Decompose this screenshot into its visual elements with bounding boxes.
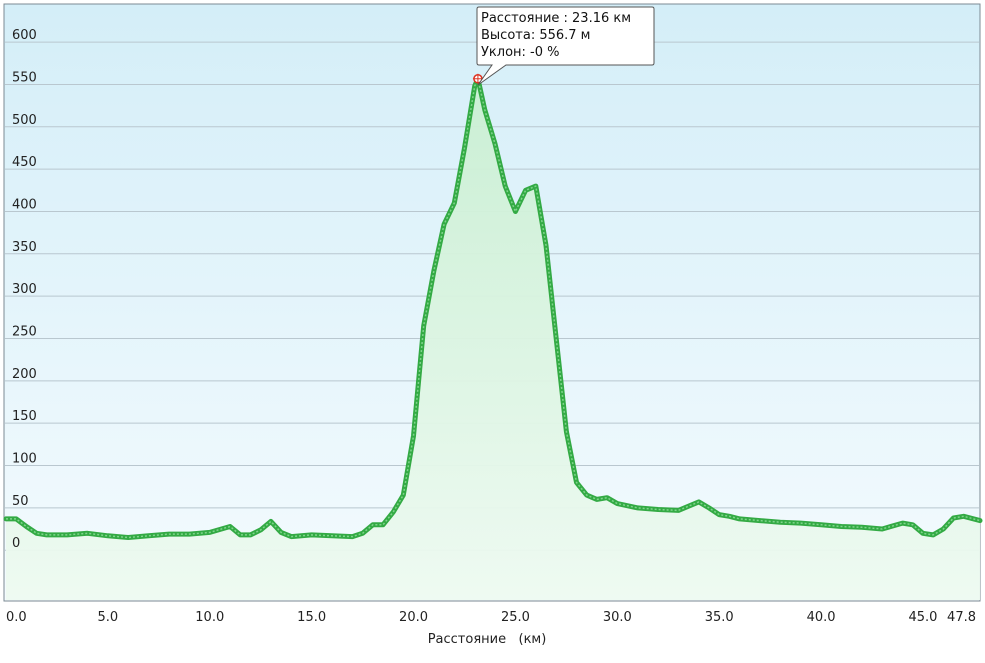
x-tick-label: 35.0	[705, 610, 734, 625]
x-axis-tick-labels: 0.0 5.0 10.0 15.0 20.0 25.0 30.0 35.0 40.0 45.0 47…	[6, 610, 976, 625]
elevation-line-texture	[6, 77, 981, 539]
y-axis-tick-labels: 0 50 100 150 200 250 300 350 400 450 500 550 600	[12, 28, 37, 551]
elevation-area-fill	[6, 78, 980, 600]
x-tick-label: 5.0	[98, 610, 119, 625]
y-tick-label: 300	[12, 282, 37, 297]
x-tick-label: 0.0	[6, 610, 27, 625]
x-tick-label: 20.0	[399, 610, 428, 625]
elevation-area	[6, 78, 980, 600]
y-tick-label: 50	[12, 494, 29, 509]
tooltip-distance: Расстояние : 23.16 км	[481, 11, 631, 26]
x-tick-label: 45.0	[908, 610, 937, 625]
x-tick-label: 40.0	[807, 610, 836, 625]
hover-tooltip: Расстояние : 23.16 км Высота: 556.7 м Ук…	[476, 6, 655, 86]
tooltip-slope: Уклон: -0 %	[481, 45, 560, 60]
y-tick-label: 400	[12, 197, 37, 212]
tooltip-elevation: Высота: 556.7 м	[481, 28, 591, 43]
x-tick-label: 25.0	[501, 610, 530, 625]
y-tick-label: 600	[12, 28, 37, 43]
x-tick-label: 30.0	[603, 610, 632, 625]
y-tick-label: 350	[12, 240, 37, 255]
y-tick-label: 100	[12, 452, 37, 467]
elevation-line	[3, 76, 983, 540]
tooltip-box	[476, 6, 655, 86]
x-tick-label: 15.0	[297, 610, 326, 625]
x-axis-title: Расстояние (км)	[428, 632, 547, 647]
y-tick-label: 150	[12, 409, 37, 424]
y-tick-label: 500	[12, 113, 37, 128]
y-tick-label: 450	[12, 155, 37, 170]
y-tick-label: 550	[12, 70, 37, 85]
x-tick-label: 47.8	[947, 610, 976, 625]
y-tick-label: 0	[12, 536, 20, 551]
y-tick-label: 250	[12, 324, 37, 339]
x-tick-label: 10.0	[195, 610, 224, 625]
y-tick-label: 200	[12, 367, 37, 382]
